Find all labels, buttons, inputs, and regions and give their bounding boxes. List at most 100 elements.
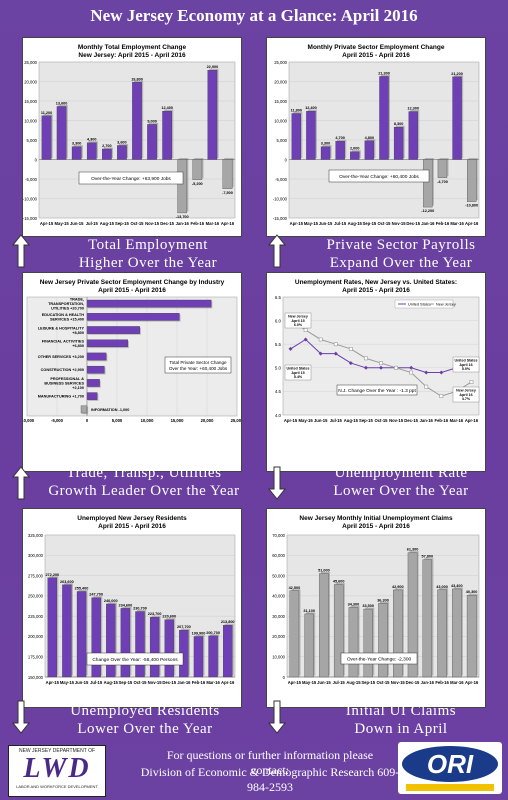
private-sector-chart: Monthly Private Sector Employment Change… bbox=[273, 44, 480, 226]
data-label: 223,700 bbox=[148, 612, 162, 616]
x-tick-label: Oct-15 bbox=[130, 221, 144, 226]
y-tick-label: -15,000 bbox=[23, 216, 38, 221]
callout-text: April 15 bbox=[291, 319, 304, 323]
x-tick-label: Jan-16 bbox=[420, 418, 434, 423]
page-title: New Jersey Economy at a Glance: April 20… bbox=[90, 6, 418, 25]
bar bbox=[86, 299, 212, 308]
chart-title: Monthly Private Sector Employment Change bbox=[308, 44, 445, 51]
y-tick-label: 325,000 bbox=[28, 533, 44, 538]
category-label: BUSINESS SERVICES bbox=[44, 381, 84, 385]
x-tick-label: Jun-15 bbox=[314, 418, 328, 423]
y-tick-label: 10,000 bbox=[272, 655, 285, 660]
callout-box bbox=[284, 364, 312, 381]
data-label: 255,400 bbox=[75, 586, 89, 590]
annotation-box bbox=[340, 652, 418, 665]
callout-text: April 15 bbox=[291, 371, 304, 375]
y-tick-label: 60,000 bbox=[272, 553, 285, 558]
x-tick-label: Mar-16 bbox=[206, 680, 220, 685]
x-tick-label: May-15 bbox=[304, 221, 319, 226]
x-tick-label: Apr-16 bbox=[221, 221, 235, 226]
x-tick-label: Jun-15 bbox=[70, 221, 84, 226]
data-label: 240,000 bbox=[104, 599, 118, 603]
data-label: 57,800 bbox=[421, 555, 433, 559]
data-label: 31,100 bbox=[303, 609, 315, 613]
bar bbox=[193, 636, 204, 678]
y-tick-label: 70,000 bbox=[272, 533, 285, 538]
y-tick-label: 25,000 bbox=[24, 60, 37, 65]
caption-line: Unemployment Rate bbox=[334, 465, 468, 481]
chart-subtitle: April 2015 - April 2016 bbox=[98, 287, 166, 294]
x-tick-label: Jan-16 bbox=[176, 221, 190, 226]
y-tick-label: -5,000 bbox=[25, 177, 38, 182]
x-tick-label: Sep-15 bbox=[361, 680, 375, 685]
caption-total-employment: Total Employment Higher Over the Year bbox=[48, 236, 248, 272]
category-label: OTHER SERVICES +3,200 bbox=[38, 355, 84, 359]
callout-text: 4.7% bbox=[462, 397, 471, 401]
contact-line-1: For questions or further information ple… bbox=[166, 748, 374, 777]
category-label: CONSTRUCTION +2,900 bbox=[41, 368, 84, 372]
annotation-text: Total Private Sector Change bbox=[169, 360, 227, 365]
y-tick-label: 10,000 bbox=[274, 118, 287, 123]
bar bbox=[86, 379, 100, 387]
x-tick-label: Nov-15 bbox=[148, 680, 163, 685]
data-label: 21,200 bbox=[451, 72, 463, 76]
bar bbox=[76, 591, 87, 678]
bar bbox=[291, 113, 301, 160]
callout-text: 6.0% bbox=[294, 323, 303, 327]
x-tick-label: 0 bbox=[86, 418, 89, 423]
data-point bbox=[379, 361, 383, 365]
x-tick-label: Apr-16 bbox=[221, 680, 235, 685]
bar bbox=[86, 142, 97, 160]
y-tick-label: 20,000 bbox=[24, 79, 37, 84]
x-tick-label: Oct-15 bbox=[374, 418, 388, 423]
y-tick-label: 5,000 bbox=[27, 138, 38, 143]
x-tick-label: Dec-15 bbox=[406, 221, 420, 226]
x-tick-label: Apr-15 bbox=[290, 221, 304, 226]
data-point bbox=[288, 346, 293, 351]
x-tick-label: Oct-15 bbox=[377, 221, 391, 226]
y-tick-label: 5.0 bbox=[275, 366, 282, 371]
data-point bbox=[303, 337, 308, 342]
x-tick-label: 5,000 bbox=[112, 418, 123, 423]
annotation-text: Over-the-Year Change: +60,400 Jobs bbox=[339, 174, 419, 180]
caption-unemployed-residents: Unemployed Residents Lower Over the Year bbox=[40, 702, 250, 738]
data-label: 21,300 bbox=[378, 71, 390, 75]
bar bbox=[86, 326, 140, 334]
chart-title: Monthly Total Employment Change bbox=[78, 44, 187, 51]
data-label: 230,700 bbox=[133, 607, 147, 611]
chart-panel-ui-claims: New Jersey Monthly Initial Unemployment … bbox=[266, 508, 486, 708]
x-tick-label: Jan-16 bbox=[177, 680, 191, 685]
bar bbox=[47, 577, 57, 678]
bar bbox=[207, 70, 218, 160]
bar bbox=[117, 145, 127, 160]
data-point bbox=[424, 384, 429, 389]
data-point bbox=[348, 347, 353, 351]
arrow-up-icon bbox=[12, 234, 30, 268]
category-label: TRANSPORTATION, bbox=[48, 302, 84, 306]
category-label: TRADE, bbox=[70, 298, 84, 302]
caption-line: Total Employment bbox=[88, 237, 208, 253]
data-label: 13,600 bbox=[56, 101, 68, 105]
data-label: -12,200 bbox=[421, 209, 434, 213]
arrow-down-icon bbox=[268, 466, 286, 500]
category-label: +8,800 bbox=[72, 331, 84, 335]
x-tick-label: Apr-15 bbox=[284, 418, 298, 423]
data-point bbox=[379, 365, 383, 370]
bar bbox=[437, 159, 448, 178]
data-label: 12,300 bbox=[407, 107, 419, 111]
bar bbox=[102, 148, 112, 160]
y-tick-label: 225,000 bbox=[28, 614, 44, 619]
x-tick-label: Apr-15 bbox=[40, 221, 54, 226]
x-tick-label: Oct-15 bbox=[376, 680, 390, 685]
category-label: PROFESSIONAL & bbox=[50, 377, 84, 381]
data-label: 42,900 bbox=[392, 585, 404, 589]
bar bbox=[86, 339, 128, 348]
caption-line: Trade, Transp., Utilities bbox=[66, 465, 222, 481]
y-tick-label: 50,000 bbox=[272, 573, 285, 578]
bar bbox=[149, 617, 160, 678]
data-label: 34,300 bbox=[348, 602, 360, 606]
data-label: 19,800 bbox=[131, 77, 143, 81]
x-tick-label: Nov-15 bbox=[389, 418, 404, 423]
bar bbox=[306, 110, 316, 160]
